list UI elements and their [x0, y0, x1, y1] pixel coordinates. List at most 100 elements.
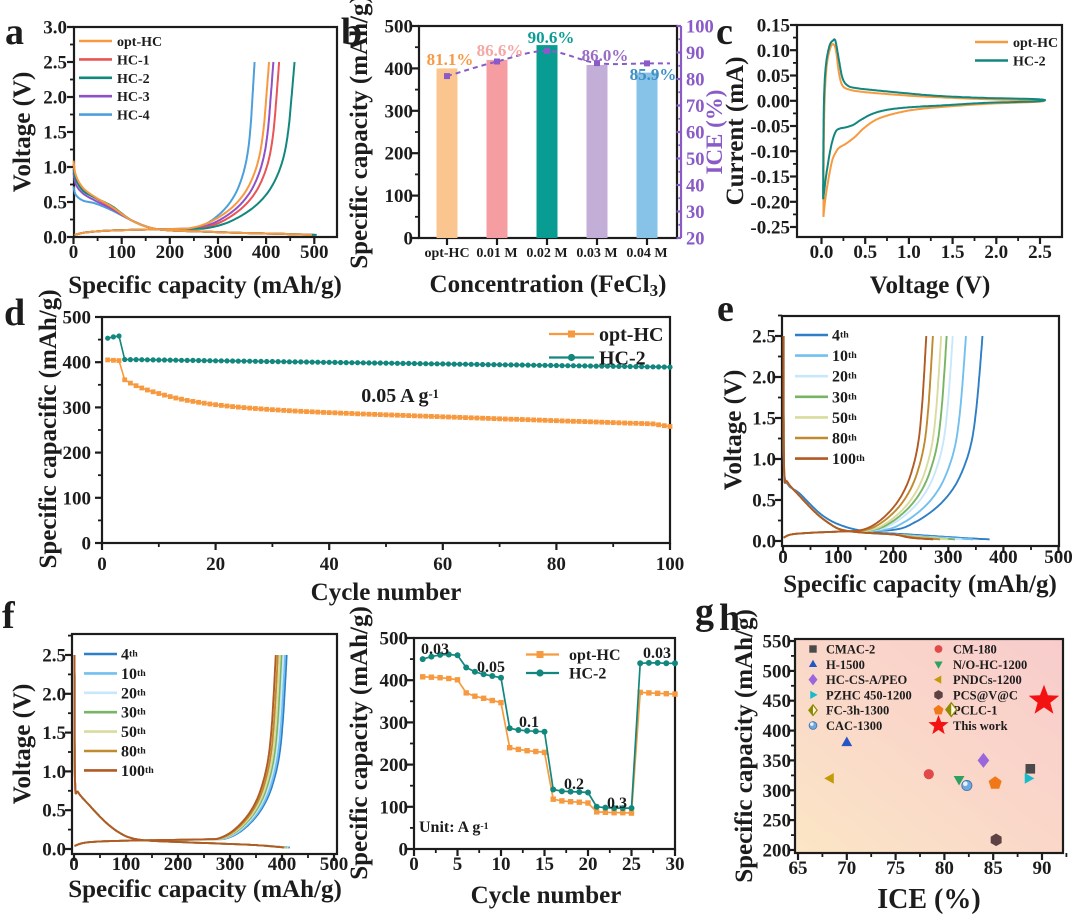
svg-text:30: 30 [686, 203, 705, 223]
svg-text:Voltage (V): Voltage (V) [720, 370, 747, 491]
svg-text:100: 100 [107, 242, 136, 263]
svg-text:300: 300 [385, 101, 414, 122]
svg-text:Voltage (V): Voltage (V) [9, 684, 36, 805]
svg-text:0.3: 0.3 [607, 795, 627, 812]
svg-text:90.6%: 90.6% [528, 28, 575, 47]
svg-text:opt-HC: opt-HC [117, 35, 162, 50]
svg-text:0.0: 0.0 [810, 242, 834, 263]
svg-text:0: 0 [69, 242, 79, 263]
svg-text:80: 80 [686, 71, 705, 91]
svg-text:h: h [719, 597, 740, 639]
svg-text:81.1%: 81.1% [427, 50, 474, 69]
svg-text:Cycle number: Cycle number [471, 882, 622, 909]
svg-text:400: 400 [268, 854, 297, 875]
svg-text:450: 450 [763, 691, 792, 712]
svg-text:2.5: 2.5 [1028, 242, 1052, 263]
svg-text:0.5: 0.5 [42, 801, 66, 822]
svg-text:0.2: 0.2 [564, 776, 584, 793]
svg-text:2.0: 2.0 [752, 368, 776, 389]
svg-text:FC-3h-1300: FC-3h-1300 [826, 704, 889, 718]
svg-text:Specific capacity (mAh/g): Specific capacity (mAh/g) [68, 876, 342, 903]
svg-text:PZHC 450-1200: PZHC 450-1200 [826, 688, 912, 702]
svg-text:500: 500 [385, 17, 414, 38]
svg-text:500: 500 [63, 308, 92, 329]
svg-text:300: 300 [763, 781, 792, 802]
svg-text:0: 0 [399, 840, 409, 861]
svg-text:90: 90 [686, 44, 705, 64]
svg-text:0.05: 0.05 [477, 659, 505, 676]
svg-text:0.04 M: 0.04 M [626, 246, 667, 261]
svg-text:300: 300 [934, 547, 963, 568]
svg-text:HC-3: HC-3 [117, 90, 150, 105]
svg-text:-0.20: -0.20 [750, 192, 790, 213]
svg-text:100: 100 [380, 797, 409, 818]
svg-text:0: 0 [404, 229, 414, 250]
svg-text:15: 15 [535, 854, 554, 875]
svg-text:-0.15: -0.15 [750, 167, 790, 188]
svg-text:0.05 A g-1: 0.05 A g-1 [361, 385, 439, 407]
svg-text:100: 100 [112, 854, 141, 875]
svg-text:1.5: 1.5 [42, 723, 66, 744]
svg-text:Specific capacific (mAh/g): Specific capacific (mAh/g) [35, 289, 62, 568]
svg-text:400: 400 [252, 242, 281, 263]
svg-text:0.5: 0.5 [752, 491, 776, 512]
svg-text:g: g [695, 591, 714, 633]
svg-text:2.0: 2.0 [43, 88, 67, 109]
svg-text:HC-1: HC-1 [117, 53, 150, 68]
svg-text:2.5: 2.5 [42, 646, 66, 667]
svg-text:CAC-1300: CAC-1300 [826, 719, 882, 733]
svg-text:500: 500 [1044, 547, 1073, 568]
svg-text:350: 350 [763, 751, 792, 772]
svg-text:50: 50 [686, 150, 705, 170]
svg-text:5: 5 [453, 854, 463, 875]
svg-text:CM-180: CM-180 [953, 643, 997, 657]
svg-text:400: 400 [63, 353, 92, 374]
svg-text:2.0: 2.0 [984, 242, 1008, 263]
svg-text:H-1500: H-1500 [826, 658, 865, 672]
svg-text:-0.05: -0.05 [750, 117, 790, 138]
svg-text:0.0: 0.0 [752, 532, 776, 553]
svg-text:HC-2: HC-2 [569, 666, 606, 683]
svg-text:500: 500 [763, 661, 792, 682]
svg-text:200: 200 [879, 547, 908, 568]
svg-text:1.5: 1.5 [752, 409, 776, 430]
svg-text:Concentration (FeCl3): Concentration (FeCl3) [430, 271, 667, 300]
svg-text:Specific capacity (mAh/g): Specific capacity (mAh/g) [346, 0, 373, 269]
svg-text:500: 500 [320, 854, 349, 875]
svg-text:PNDCs-1200: PNDCs-1200 [953, 673, 1022, 687]
svg-text:0: 0 [778, 547, 788, 568]
svg-text:300: 300 [204, 242, 233, 263]
svg-text:HC-4: HC-4 [117, 109, 150, 124]
svg-text:CMAC-2: CMAC-2 [826, 643, 875, 657]
svg-text:1.0: 1.0 [752, 450, 776, 471]
svg-text:Specific capacity (mAh/g): Specific capacity (mAh/g) [68, 272, 342, 299]
svg-text:75: 75 [886, 858, 905, 879]
svg-text:100: 100 [385, 186, 414, 207]
svg-text:opt-HC: opt-HC [1013, 36, 1058, 51]
svg-text:40: 40 [320, 554, 339, 575]
svg-text:-0.25: -0.25 [750, 218, 790, 239]
svg-text:20: 20 [206, 554, 225, 575]
svg-text:HC-CS-A/PEO: HC-CS-A/PEO [826, 673, 908, 687]
svg-text:400: 400 [763, 721, 792, 742]
svg-text:30: 30 [666, 854, 685, 875]
svg-text:0.5: 0.5 [43, 193, 67, 214]
svg-text:400: 400 [385, 59, 414, 80]
svg-text:1.0: 1.0 [42, 762, 66, 783]
svg-text:100: 100 [656, 554, 685, 575]
svg-text:0.03 M: 0.03 M [576, 246, 617, 261]
svg-text:1.5: 1.5 [941, 242, 965, 263]
svg-text:0.5: 0.5 [853, 242, 877, 263]
svg-text:a: a [5, 11, 24, 53]
svg-text:20: 20 [686, 230, 705, 250]
svg-text:0: 0 [82, 534, 92, 555]
svg-text:1.0: 1.0 [897, 242, 921, 263]
svg-text:65: 65 [789, 858, 808, 879]
svg-text:100: 100 [824, 547, 853, 568]
svg-text:200: 200 [164, 854, 193, 875]
svg-text:550: 550 [763, 632, 792, 653]
svg-text:85: 85 [984, 858, 1003, 879]
svg-text:e: e [717, 288, 734, 330]
svg-text:70: 70 [686, 97, 705, 117]
svg-text:0.0: 0.0 [42, 840, 66, 861]
